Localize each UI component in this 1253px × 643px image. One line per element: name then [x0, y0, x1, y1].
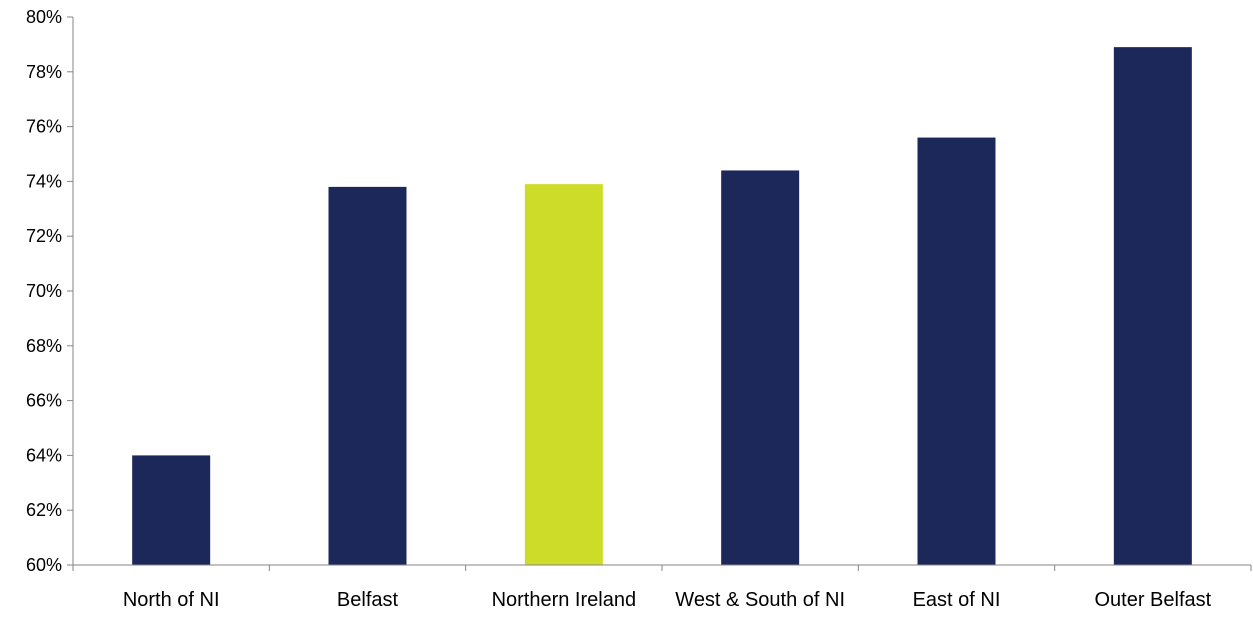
y-tick-label: 70% [26, 281, 62, 301]
y-axis-ticks: 60% 62% 64% 66% 68% 70% 72% 74% 76% 78% 80% [26, 7, 73, 575]
y-tick-label: 60% [26, 555, 62, 575]
x-tick-label: Northern Ireland [492, 589, 637, 611]
bar-northern-ireland [524, 184, 603, 565]
x-tick-label: West & South of NI [675, 589, 845, 611]
bar-outer-belfast [1113, 47, 1192, 565]
bar-belfast [328, 186, 407, 565]
x-tick-label: North of NI [123, 589, 220, 611]
y-tick-label: 80% [26, 7, 62, 27]
y-tick-label: 66% [26, 391, 62, 411]
y-tick-label: 78% [26, 62, 62, 82]
x-tick-label: East of NI [913, 589, 1001, 611]
bar-east-of-ni [917, 137, 996, 565]
bar-north-of-ni [132, 455, 211, 565]
x-tick-label: Belfast [337, 589, 399, 611]
bar-west-south-of-ni [721, 170, 800, 565]
y-tick-label: 62% [26, 500, 62, 520]
bar-series [132, 47, 1192, 565]
axes [72, 17, 1251, 566]
y-tick-label: 74% [26, 171, 62, 191]
y-tick-label: 76% [26, 117, 62, 137]
y-tick-label: 72% [26, 226, 62, 246]
y-tick-label: 64% [26, 445, 62, 465]
x-axis-ticks: North of NI Belfast Northern Ireland West &… [72, 565, 1252, 611]
y-tick-label: 68% [26, 336, 62, 356]
x-tick-label: Outer Belfast [1094, 589, 1211, 611]
